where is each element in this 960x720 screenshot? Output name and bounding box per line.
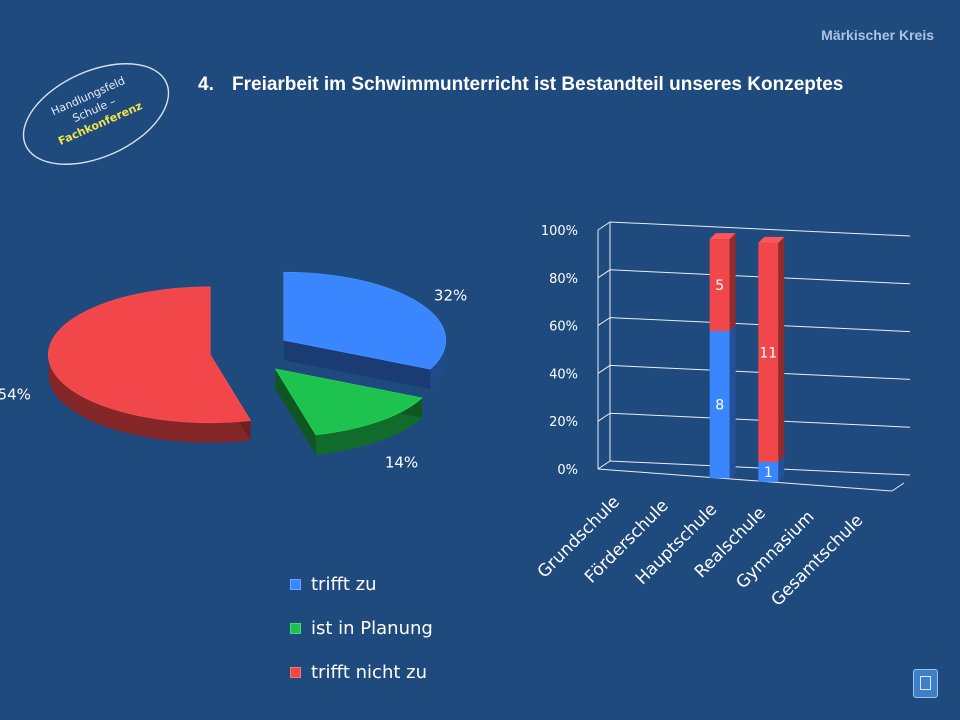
- handlungsfeld-seal: Handlungsfeld Schule – Fachkonferenz: [22, 63, 170, 165]
- pie-slice-trifft-zu: [283, 271, 447, 390]
- brand-label: Märkischer Kreis: [821, 27, 934, 43]
- legend-label-ist-in-planung: ist in Planung: [311, 617, 433, 639]
- data-label-hauptschule-trifft-zu: 8: [715, 398, 724, 414]
- legend-label-trifft-nicht-zu: trifft nicht zu: [311, 661, 427, 683]
- data-label-realschule-trifft-nicht-zu: 11: [759, 345, 777, 361]
- bar-grid: [597, 221, 911, 492]
- title-number: 4.: [198, 74, 214, 95]
- legend-swatch-ist-in-planung: [290, 622, 301, 634]
- legend-item-ist-in-planung: ist in Planung: [290, 606, 433, 650]
- seal-ellipse: [22, 63, 170, 165]
- y-tick-label: 60%: [549, 320, 578, 335]
- legend-swatch-trifft-nicht-zu: [290, 666, 301, 678]
- y-tick-label: 80%: [549, 272, 578, 287]
- bar-segment-realschule-trifft-nicht-zu: [758, 236, 785, 462]
- slide-nav-button[interactable]: [913, 669, 938, 698]
- bar-segment-hauptschule-trifft-nicht-zu: [709, 233, 736, 332]
- legend-item-trifft-zu: trifft zu: [290, 562, 433, 606]
- data-label-hauptschule-trifft-nicht-zu: 5: [715, 278, 724, 294]
- legend-label-trifft-zu: trifft zu: [311, 573, 377, 595]
- legend-swatch-trifft-zu: [290, 578, 301, 590]
- pie-label-trifft-zu: 32%: [434, 286, 467, 304]
- page-icon: [920, 676, 931, 690]
- y-tick-label: 20%: [549, 415, 578, 430]
- slide-title: 4. Freiarbeit im Schwimmunterricht ist Be…: [198, 74, 843, 96]
- pie-slice-trifft-nicht-zu: [48, 286, 252, 443]
- category-label-gesamtschule: Gesamtschule: [767, 511, 867, 611]
- y-tick-label: 100%: [541, 224, 578, 239]
- y-tick-label: 40%: [549, 367, 578, 382]
- pie-legend: trifft zu ist in Planung trifft nicht zu: [290, 562, 433, 694]
- legend-item-trifft-nicht-zu: trifft nicht zu: [290, 650, 433, 694]
- pie-label-trifft-nicht-zu: 54%: [0, 386, 31, 404]
- data-label-realschule-trifft-zu: 1: [764, 465, 773, 481]
- title-text: Freiarbeit im Schwimmunterricht ist Best…: [232, 74, 844, 95]
- pie-slice-ist-in-planung: [274, 368, 423, 455]
- pie-label-ist-in-planung: 14%: [385, 453, 418, 471]
- y-tick-label: 0%: [557, 463, 578, 478]
